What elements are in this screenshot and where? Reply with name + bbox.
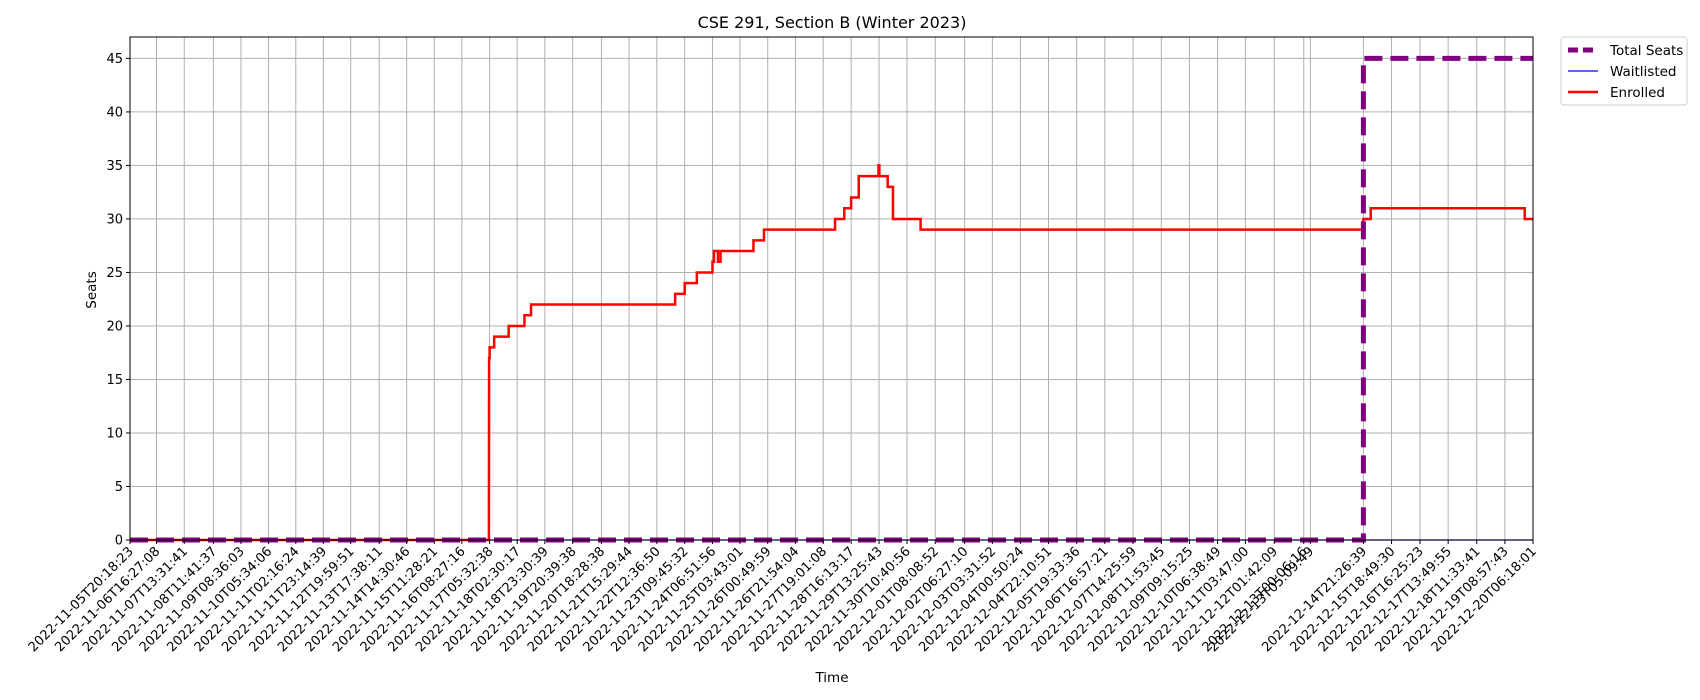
legend-label: Total Seats: [1609, 43, 1683, 59]
y-tick-label: 35: [106, 159, 123, 174]
x-axis: 2022-11-05T20:18:232022-11-06T16:27:0820…: [26, 540, 1540, 655]
legend: Total Seats Waitlisted Enrolled: [1560, 36, 1688, 106]
y-axis-label: Seats: [84, 271, 100, 308]
y-tick-label: 10: [106, 426, 123, 441]
legend-box: [1560, 36, 1688, 106]
series-line-total-seats: [130, 55, 1533, 543]
y-tick-label: 20: [106, 319, 123, 334]
y-tick-label: 30: [106, 212, 123, 227]
y-axis: 0 5 10 15 20 25 30 35 40 45: [106, 52, 130, 549]
legend-label: Waitlisted: [1610, 64, 1677, 80]
series-line-enrolled: [130, 164, 1533, 542]
y-tick-label: 5: [115, 480, 123, 495]
y-tick-label: 0: [115, 534, 123, 549]
legend-label: Enrolled: [1610, 85, 1665, 101]
y-tick-label: 45: [106, 52, 123, 67]
plot-frame: [129, 36, 1534, 541]
y-tick-label: 15: [106, 373, 123, 388]
chart-title: CSE 291, Section B (Winter 2023): [698, 13, 967, 32]
y-tick-label: 25: [106, 266, 123, 281]
y-tick-label: 40: [106, 105, 123, 120]
x-axis-label: Time: [814, 670, 848, 686]
